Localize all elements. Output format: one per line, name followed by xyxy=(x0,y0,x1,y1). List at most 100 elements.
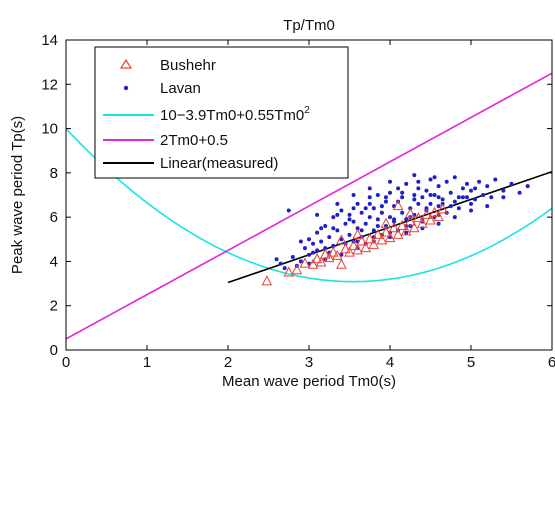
data-point-lavan xyxy=(428,177,433,182)
data-point-lavan xyxy=(343,221,348,226)
data-point-bushehr xyxy=(429,206,440,217)
data-point-bushehr xyxy=(327,246,339,257)
data-point-lavan xyxy=(286,208,291,213)
data-point-lavan xyxy=(274,257,279,262)
data-point-bushehr xyxy=(421,208,432,219)
data-point-lavan xyxy=(359,228,364,233)
data-point-lavan xyxy=(355,201,360,206)
data-point-bushehr xyxy=(352,228,363,239)
data-point-lavan xyxy=(323,224,328,228)
data-point-lavan xyxy=(456,195,461,200)
data-point-lavan xyxy=(424,188,429,193)
data-point-lavan xyxy=(420,195,425,200)
data-point-lavan xyxy=(371,228,376,233)
legend-label-2tm0: 2Tm0+0.5 xyxy=(160,132,228,149)
x-axis-title: Mean wave period Tm0(s) xyxy=(222,373,396,390)
data-point-lavan xyxy=(359,210,364,215)
data-point-lavan xyxy=(388,190,392,195)
data-point-lavan xyxy=(371,206,376,211)
data-point-lavan xyxy=(477,179,482,184)
data-point-lavan xyxy=(448,190,453,195)
legend-entry-bushehr: Bushehr xyxy=(119,57,216,74)
data-point-bushehr xyxy=(380,226,392,237)
data-point-bushehr xyxy=(413,212,424,223)
data-point-lavan xyxy=(469,201,473,206)
data-point-lavan xyxy=(412,197,417,202)
data-point-lavan xyxy=(335,228,340,233)
data-point-lavan xyxy=(452,215,457,220)
legend-box xyxy=(94,46,349,179)
data-point-lavan xyxy=(428,193,433,197)
legend: Bushehr Lavan 10−3.9Tm0+0.55Tm02 2Tm0+0.… xyxy=(94,46,349,179)
data-point-lavan xyxy=(388,215,392,220)
data-point-lavan xyxy=(351,193,356,197)
data-point-lavan xyxy=(436,204,441,209)
data-point-lavan xyxy=(489,195,494,200)
y-tick-label: 4 xyxy=(50,253,58,270)
data-point-lavan xyxy=(404,230,409,235)
legend-entry-2tm0: 2Tm0+0.5 xyxy=(103,132,228,149)
data-point-lavan xyxy=(351,206,356,211)
data-point-bushehr xyxy=(344,246,355,257)
data-point-bushehr xyxy=(261,275,273,286)
data-point-lavan xyxy=(460,195,465,200)
data-point-lavan xyxy=(404,181,409,186)
data-point-bushehr xyxy=(340,243,351,254)
data-point-lavan xyxy=(424,206,429,211)
x-tick-label: 6 xyxy=(548,354,555,371)
data-point-lavan xyxy=(404,217,409,222)
y-tick-label: 6 xyxy=(50,209,58,226)
data-point-lavan xyxy=(452,175,457,180)
y-tick-label: 14 xyxy=(41,32,58,49)
data-point-lavan xyxy=(436,195,441,200)
data-point-lavan xyxy=(501,195,506,200)
data-point-bushehr xyxy=(376,234,388,245)
data-point-lavan xyxy=(355,226,360,231)
plot-area xyxy=(65,39,553,351)
data-point-lavan xyxy=(464,181,469,186)
legend-label-bushehr: Bushehr xyxy=(160,57,216,74)
y-tick-label: 0 xyxy=(50,342,58,359)
data-point-lavan xyxy=(412,193,417,197)
data-point-bushehr xyxy=(319,248,331,259)
data-point-lavan xyxy=(367,215,372,220)
data-point-lavan xyxy=(444,179,449,184)
data-point-bushehr xyxy=(404,207,416,218)
data-point-lavan xyxy=(416,179,421,184)
data-point-lavan xyxy=(363,206,368,211)
data-point-lavan xyxy=(412,173,417,178)
data-point-bushehr xyxy=(311,253,323,264)
data-point-lavan xyxy=(383,199,388,204)
data-point-bushehr xyxy=(348,239,359,250)
data-point-lavan xyxy=(282,266,287,271)
data-point-lavan xyxy=(436,184,441,189)
data-point-lavan xyxy=(469,188,473,193)
data-point-lavan xyxy=(517,190,522,195)
data-point-lavan xyxy=(379,204,384,209)
data-point-lavan xyxy=(400,195,405,200)
data-point-lavan xyxy=(315,248,320,253)
data-point-bushehr xyxy=(400,225,412,236)
data-point-lavan xyxy=(416,186,421,191)
data-point-lavan xyxy=(456,206,461,211)
data-point-lavan xyxy=(363,221,368,226)
data-point-lavan xyxy=(367,186,372,191)
data-point-lavan xyxy=(339,208,344,213)
data-point-bushehr xyxy=(299,257,311,268)
data-point-bushehr xyxy=(408,222,420,233)
data-point-lavan xyxy=(331,243,336,248)
legend-entry-linear: Linear(measured) xyxy=(103,155,278,172)
data-point-lavan xyxy=(501,188,506,193)
data-point-lavan xyxy=(375,193,380,197)
data-point-bushehr xyxy=(392,200,404,211)
data-point-lavan xyxy=(319,226,324,231)
data-point-lavan xyxy=(436,221,441,226)
data-point-lavan xyxy=(375,224,380,228)
data-point-bushehr xyxy=(384,232,396,243)
data-point-lavan xyxy=(432,175,437,180)
data-point-lavan xyxy=(307,252,311,257)
data-point-bushehr xyxy=(291,264,303,275)
data-point-lavan xyxy=(375,217,380,222)
data-point-lavan xyxy=(388,179,392,184)
